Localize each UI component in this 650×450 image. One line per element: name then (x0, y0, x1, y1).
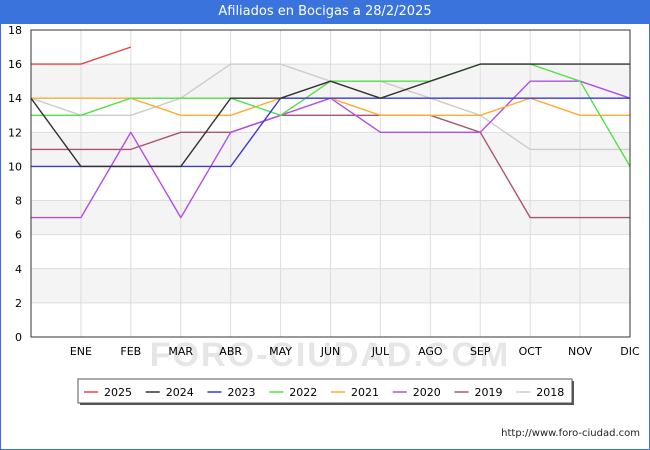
plot-border (30, 29, 631, 338)
legend-label-2022: 2022 (289, 386, 317, 399)
x-tick-label: ENE (70, 345, 92, 358)
x-tick-label: JUN (320, 345, 341, 358)
x-tick-label: ABR (219, 345, 242, 358)
y-tick-label: 18 (8, 24, 22, 37)
x-tick-label: JUL (371, 345, 390, 358)
legend-label-2023: 2023 (228, 386, 256, 399)
x-tick-label: MAY (269, 345, 292, 358)
series-line-2019 (31, 114, 630, 219)
chart-title: Afiliados en Bocigas a 28/2/2025 (0, 0, 650, 24)
legend-label-2019: 2019 (475, 386, 503, 399)
y-tick-label: 10 (8, 160, 22, 173)
x-tick-label: DIC (620, 345, 640, 358)
legend-label-2020: 2020 (413, 386, 441, 399)
series-line-2025 (31, 46, 132, 65)
y-tick-label: 12 (8, 126, 22, 139)
y-tick-label: 4 (15, 263, 22, 276)
x-tick-label: OCT (519, 345, 542, 358)
watermark: FORO-CIUDAD.COM (150, 336, 511, 374)
y-tick-label: 2 (15, 297, 22, 310)
legend-label-2025: 2025 (104, 386, 132, 399)
legend-label-2018: 2018 (536, 386, 564, 399)
x-tick-label: MAR (168, 345, 193, 358)
x-tick-label: FEB (120, 345, 141, 358)
source-credit: http://www.foro-ciudad.com (501, 428, 640, 439)
y-tick-labels: 0 2 4 6 8 10 12 14 16 18 (8, 24, 22, 344)
legend-label-2021: 2021 (351, 386, 379, 399)
axes (30, 29, 631, 338)
x-tick-label: NOV (568, 345, 593, 358)
y-tick-label: 6 (15, 229, 22, 242)
x-tick-label: SEP (470, 345, 491, 358)
y-tick-label: 16 (8, 58, 22, 71)
x-tick-label: AGO (418, 345, 443, 358)
legend: 2025 2024 2023 2022 2021 2020 2019 2018 (77, 378, 574, 405)
y-tick-label: 14 (8, 92, 22, 105)
y-tick-label: 8 (15, 195, 22, 208)
legend-label-2024: 2024 (166, 386, 194, 399)
legend-box (77, 378, 573, 404)
series-lines (30, 46, 631, 219)
x-tick-labels: ENE FEB MAR ABR MAY JUN JUL AGO SEP OCT NOV DIC (70, 345, 640, 358)
series-line-2024 (30, 63, 630, 168)
y-tick-label: 0 (15, 331, 22, 344)
